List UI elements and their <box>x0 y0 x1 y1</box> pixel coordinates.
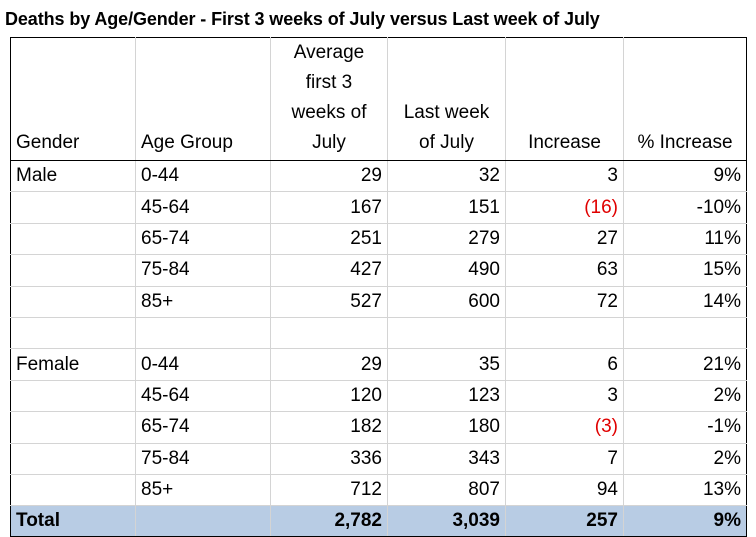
cell-age-group: 65-74 <box>135 223 271 256</box>
table-row: 85+ 527 600 72 14% <box>10 286 747 318</box>
cell-age-group: 85+ <box>135 474 271 507</box>
table-row: 85+ 712 807 94 13% <box>10 474 747 507</box>
cell-gender <box>10 411 136 444</box>
cell-last-week: 807 <box>387 474 506 507</box>
cell-last-week: 279 <box>387 223 506 256</box>
cell-avg-first-3-weeks: 527 <box>270 286 388 318</box>
total-spacer <box>135 505 271 537</box>
cell-last-week: 35 <box>387 348 506 381</box>
cell-last-week: 32 <box>387 160 506 193</box>
total-increase: 257 <box>505 505 624 537</box>
table-row: 65-74 182 180 (3) -1% <box>10 411 747 444</box>
cell-pct-increase: 2% <box>623 380 747 413</box>
cell-gender: Male <box>10 160 136 193</box>
cell-avg-first-3-weeks <box>270 317 388 350</box>
header-increase: Increase <box>505 37 624 161</box>
cell-last-week: 343 <box>387 443 506 475</box>
table-row: Male 0-44 29 32 3 9% <box>10 160 747 193</box>
cell-avg-first-3-weeks: 712 <box>270 474 388 507</box>
cell-age-group <box>135 317 271 350</box>
cell-gender <box>10 380 136 413</box>
cell-gender <box>10 191 136 224</box>
cell-gender <box>10 223 136 256</box>
cell-gender <box>10 286 136 318</box>
cell-age-group: 0-44 <box>135 348 271 381</box>
cell-avg-first-3-weeks: 182 <box>270 411 388 444</box>
total-last-week: 3,039 <box>387 505 506 537</box>
cell-avg-first-3-weeks: 29 <box>270 160 388 193</box>
total-label: Total <box>10 505 136 537</box>
cell-avg-first-3-weeks: 336 <box>270 443 388 475</box>
table-row: Female 0-44 29 35 6 21% <box>10 348 747 381</box>
cell-avg-first-3-weeks: 251 <box>270 223 388 256</box>
cell-pct-increase <box>623 317 747 350</box>
cell-gender <box>10 317 136 350</box>
header-last-week: Last week of July <box>387 37 506 161</box>
cell-increase: 7 <box>505 443 624 475</box>
header-pct-increase: % Increase <box>623 37 747 161</box>
cell-pct-increase: 13% <box>623 474 747 507</box>
header-avg-line: first 3 <box>305 72 353 93</box>
cell-pct-increase: -1% <box>623 411 747 444</box>
cell-increase: 3 <box>505 380 624 413</box>
total-row: Total 2,782 3,039 257 9% <box>10 505 747 537</box>
header-avg-line: Average <box>293 42 365 63</box>
table-row: 45-64 120 123 3 2% <box>10 380 747 413</box>
cell-age-group: 85+ <box>135 286 271 318</box>
cell-avg-first-3-weeks: 120 <box>270 380 388 413</box>
header-last-week-line: of July <box>419 132 474 153</box>
cell-avg-first-3-weeks: 167 <box>270 191 388 224</box>
cell-gender <box>10 254 136 287</box>
cell-last-week: 490 <box>387 254 506 287</box>
table-title: Deaths by Age/Gender - First 3 weeks of … <box>5 9 600 29</box>
cell-age-group: 65-74 <box>135 411 271 444</box>
cell-increase: 3 <box>505 160 624 193</box>
cell-pct-increase: 14% <box>623 286 747 318</box>
cell-gender <box>10 474 136 507</box>
cell-increase <box>505 317 624 350</box>
cell-pct-increase: 21% <box>623 348 747 381</box>
cell-last-week: 600 <box>387 286 506 318</box>
cell-last-week: 123 <box>387 380 506 413</box>
table-row: 75-84 427 490 63 15% <box>10 254 747 287</box>
cell-last-week: 151 <box>387 191 506 224</box>
table-row: 75-84 336 343 7 2% <box>10 443 747 475</box>
table-row: 45-64 167 151 (16) -10% <box>10 191 747 224</box>
header-row: Gender Age Group Average first 3 weeks o… <box>10 37 747 161</box>
cell-increase: 6 <box>505 348 624 381</box>
deaths-table: Gender Age Group Average first 3 weeks o… <box>10 37 747 537</box>
header-avg-line: July <box>312 132 346 153</box>
cell-increase: 63 <box>505 254 624 287</box>
cell-increase: 94 <box>505 474 624 507</box>
cell-increase: 72 <box>505 286 624 318</box>
cell-gender: Female <box>10 348 136 381</box>
cell-avg-first-3-weeks: 427 <box>270 254 388 287</box>
cell-increase: (3) <box>505 411 624 444</box>
total-pct-increase: 9% <box>623 505 747 537</box>
header-gender: Gender <box>10 37 136 161</box>
cell-increase: (16) <box>505 191 624 224</box>
cell-last-week: 180 <box>387 411 506 444</box>
table-row: 65-74 251 279 27 11% <box>10 223 747 256</box>
cell-age-group: 75-84 <box>135 254 271 287</box>
cell-pct-increase: 9% <box>623 160 747 193</box>
table-row <box>10 317 747 350</box>
cell-pct-increase: 11% <box>623 223 747 256</box>
cell-pct-increase: 2% <box>623 443 747 475</box>
cell-age-group: 45-64 <box>135 191 271 224</box>
cell-pct-increase: 15% <box>623 254 747 287</box>
cell-pct-increase: -10% <box>623 191 747 224</box>
cell-gender <box>10 443 136 475</box>
cell-increase: 27 <box>505 223 624 256</box>
cell-age-group: 75-84 <box>135 443 271 475</box>
cell-age-group: 45-64 <box>135 380 271 413</box>
header-avg-line: weeks of <box>291 102 367 123</box>
cell-age-group: 0-44 <box>135 160 271 193</box>
total-avg-first-3-weeks: 2,782 <box>270 505 388 537</box>
header-last-week-line: Last week <box>403 102 490 123</box>
header-avg-first-3-weeks: Average first 3 weeks of July <box>270 37 388 161</box>
cell-avg-first-3-weeks: 29 <box>270 348 388 381</box>
cell-last-week <box>387 317 506 350</box>
header-age-group: Age Group <box>135 37 271 161</box>
